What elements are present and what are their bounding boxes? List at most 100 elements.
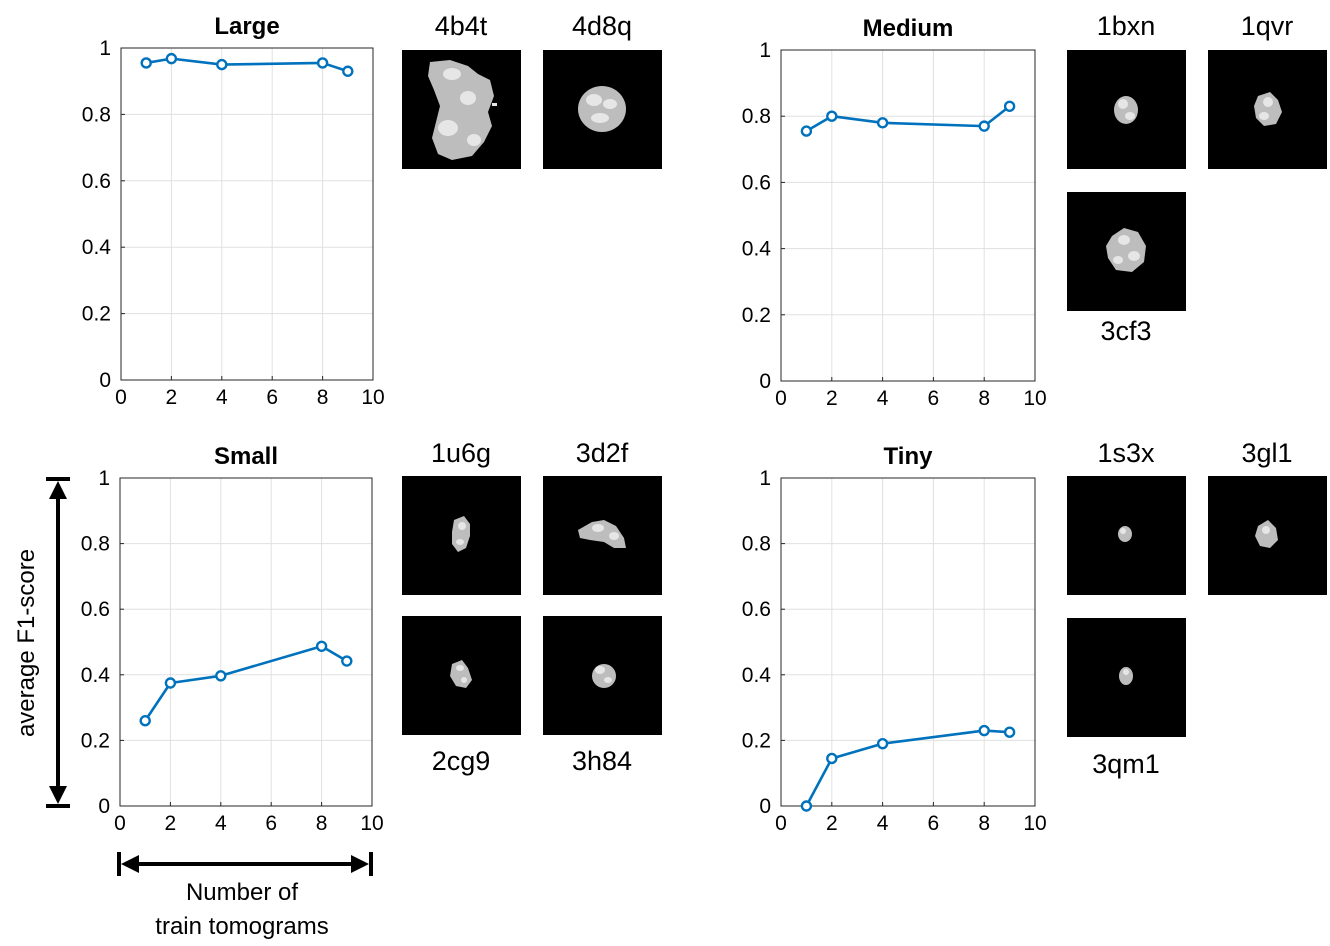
thumbnail-1qvr: 1qvr xyxy=(1208,11,1327,169)
y-tick-label: 0.6 xyxy=(82,170,111,193)
thumbnail-3cf3: 3cf3 xyxy=(1067,192,1186,346)
data-point xyxy=(164,677,177,689)
plot-frame xyxy=(780,477,1036,807)
protein-density-render xyxy=(592,664,616,688)
x-tick-label: 6 xyxy=(928,387,940,410)
data-point xyxy=(341,655,353,667)
plot-frame xyxy=(120,47,374,381)
data-point xyxy=(800,800,813,812)
y-annotation-arrow-top xyxy=(49,481,67,499)
x-tick-label: 4 xyxy=(877,812,889,835)
data-point xyxy=(876,737,889,750)
data-point xyxy=(216,58,228,71)
data-point xyxy=(316,57,329,69)
thumbnail-4b4t: 4b4t xyxy=(402,11,521,169)
x-tick-label: 6 xyxy=(265,812,277,835)
thumbnail-label: 3gl1 xyxy=(1241,438,1292,468)
x-tick-label: 4 xyxy=(877,387,889,410)
x-tick-label: 0 xyxy=(775,812,787,835)
x-annotation-arrow-right xyxy=(351,855,369,873)
data-point xyxy=(978,120,990,132)
y-annotation-arrow-bottom xyxy=(49,786,67,804)
y-tick-label: 0.4 xyxy=(81,664,111,687)
x-tick-label: 8 xyxy=(978,812,990,835)
y-axis-label: average F1-score xyxy=(13,549,40,737)
data-point xyxy=(876,117,889,129)
data-point xyxy=(342,65,354,77)
protein-density-render xyxy=(1118,526,1132,542)
y-tick-label: 0 xyxy=(759,795,771,818)
thumbnail-1bxn: 1bxn xyxy=(1067,11,1186,169)
x-tick-label: 6 xyxy=(928,812,940,835)
data-point xyxy=(215,670,227,682)
x-tick-label: 8 xyxy=(978,387,990,410)
y-tick-label: 0 xyxy=(98,795,110,818)
thumbnail-label: 4d8q xyxy=(572,11,632,41)
x-annotation: Number of train tomograms xyxy=(117,852,373,940)
thumbnail-label: 3d2f xyxy=(576,438,629,468)
data-point xyxy=(140,57,152,69)
thumbnail-4d8q: 4d8q xyxy=(543,11,662,169)
y-tick-label: 0.8 xyxy=(81,533,110,556)
data-point xyxy=(315,640,328,652)
thumbnail-1s3x: 1s3x xyxy=(1067,438,1186,595)
x-tick-label: 10 xyxy=(361,386,384,409)
protein-density-render xyxy=(452,516,470,552)
series-line xyxy=(805,729,1010,807)
chart-large: 0 2 4 6 8 10 0 0.2 0.4 0.6 0.8 1 Large xyxy=(82,13,385,409)
data-point xyxy=(139,715,151,727)
y-tick-label: 0 xyxy=(759,370,771,393)
y-tick-label: 0 xyxy=(99,369,111,392)
thumbnail-label: 1bxn xyxy=(1097,11,1156,41)
y-tick-label: 0.6 xyxy=(81,598,110,621)
y-tick-label: 0.2 xyxy=(82,303,111,326)
x-tick-label: 2 xyxy=(826,812,838,835)
x-tick-label: 10 xyxy=(360,812,383,835)
chart-small: 0 2 4 6 8 10 0 0.2 0.4 0.6 0.8 1 Small xyxy=(81,443,384,835)
x-tick-label: 8 xyxy=(317,386,329,409)
x-tick-label: 0 xyxy=(115,386,127,409)
protein-density-render xyxy=(1114,96,1138,124)
y-tick-label: 0.8 xyxy=(82,103,111,126)
x-tick-label: 0 xyxy=(775,387,787,410)
thumbnail-label: 3h84 xyxy=(572,746,632,776)
y-tick-label: 0.2 xyxy=(81,729,110,752)
y-tick-label: 0.6 xyxy=(742,171,771,194)
y-tick-label: 1 xyxy=(99,37,111,60)
chart-title: Medium xyxy=(863,15,954,42)
chart-title: Tiny xyxy=(884,443,934,470)
plot-frame xyxy=(119,477,373,807)
protein-density-render xyxy=(1255,520,1278,548)
thumbnail-label: 1s3x xyxy=(1097,438,1155,468)
y-tick-label: 1 xyxy=(759,467,771,490)
protein-density-render xyxy=(450,660,472,688)
data-point xyxy=(826,110,838,122)
y-tick-label: 0.4 xyxy=(82,236,112,259)
data-point xyxy=(800,125,813,137)
thumbnail-label: 4b4t xyxy=(435,11,488,41)
data-point xyxy=(165,52,178,65)
thumbnail-2cg9: 2cg9 xyxy=(402,616,521,776)
chart-title: Small xyxy=(214,443,278,470)
thumbnail-label: 1qvr xyxy=(1241,11,1294,41)
x-axis-label-line1: Number of xyxy=(186,879,298,906)
data-point xyxy=(826,752,838,765)
thumbnail-label: 1u6g xyxy=(431,438,491,468)
protein-density-render xyxy=(578,86,626,132)
x-tick-label: 4 xyxy=(216,386,228,409)
chart-title: Large xyxy=(214,13,279,40)
plot-frame xyxy=(780,49,1036,382)
y-tick-label: 0.4 xyxy=(742,664,772,687)
protein-density-render xyxy=(1106,228,1146,272)
protein-density-render xyxy=(578,520,626,548)
data-point xyxy=(978,724,990,737)
protein-density-render xyxy=(428,60,497,160)
y-tick-label: 0.2 xyxy=(742,729,771,752)
y-tick-label: 0.4 xyxy=(742,238,772,261)
x-tick-label: 0 xyxy=(114,812,126,835)
x-tick-label: 2 xyxy=(165,812,177,835)
data-point xyxy=(1003,726,1016,738)
y-tick-label: 0.8 xyxy=(742,105,771,128)
protein-density-render xyxy=(1254,92,1282,126)
